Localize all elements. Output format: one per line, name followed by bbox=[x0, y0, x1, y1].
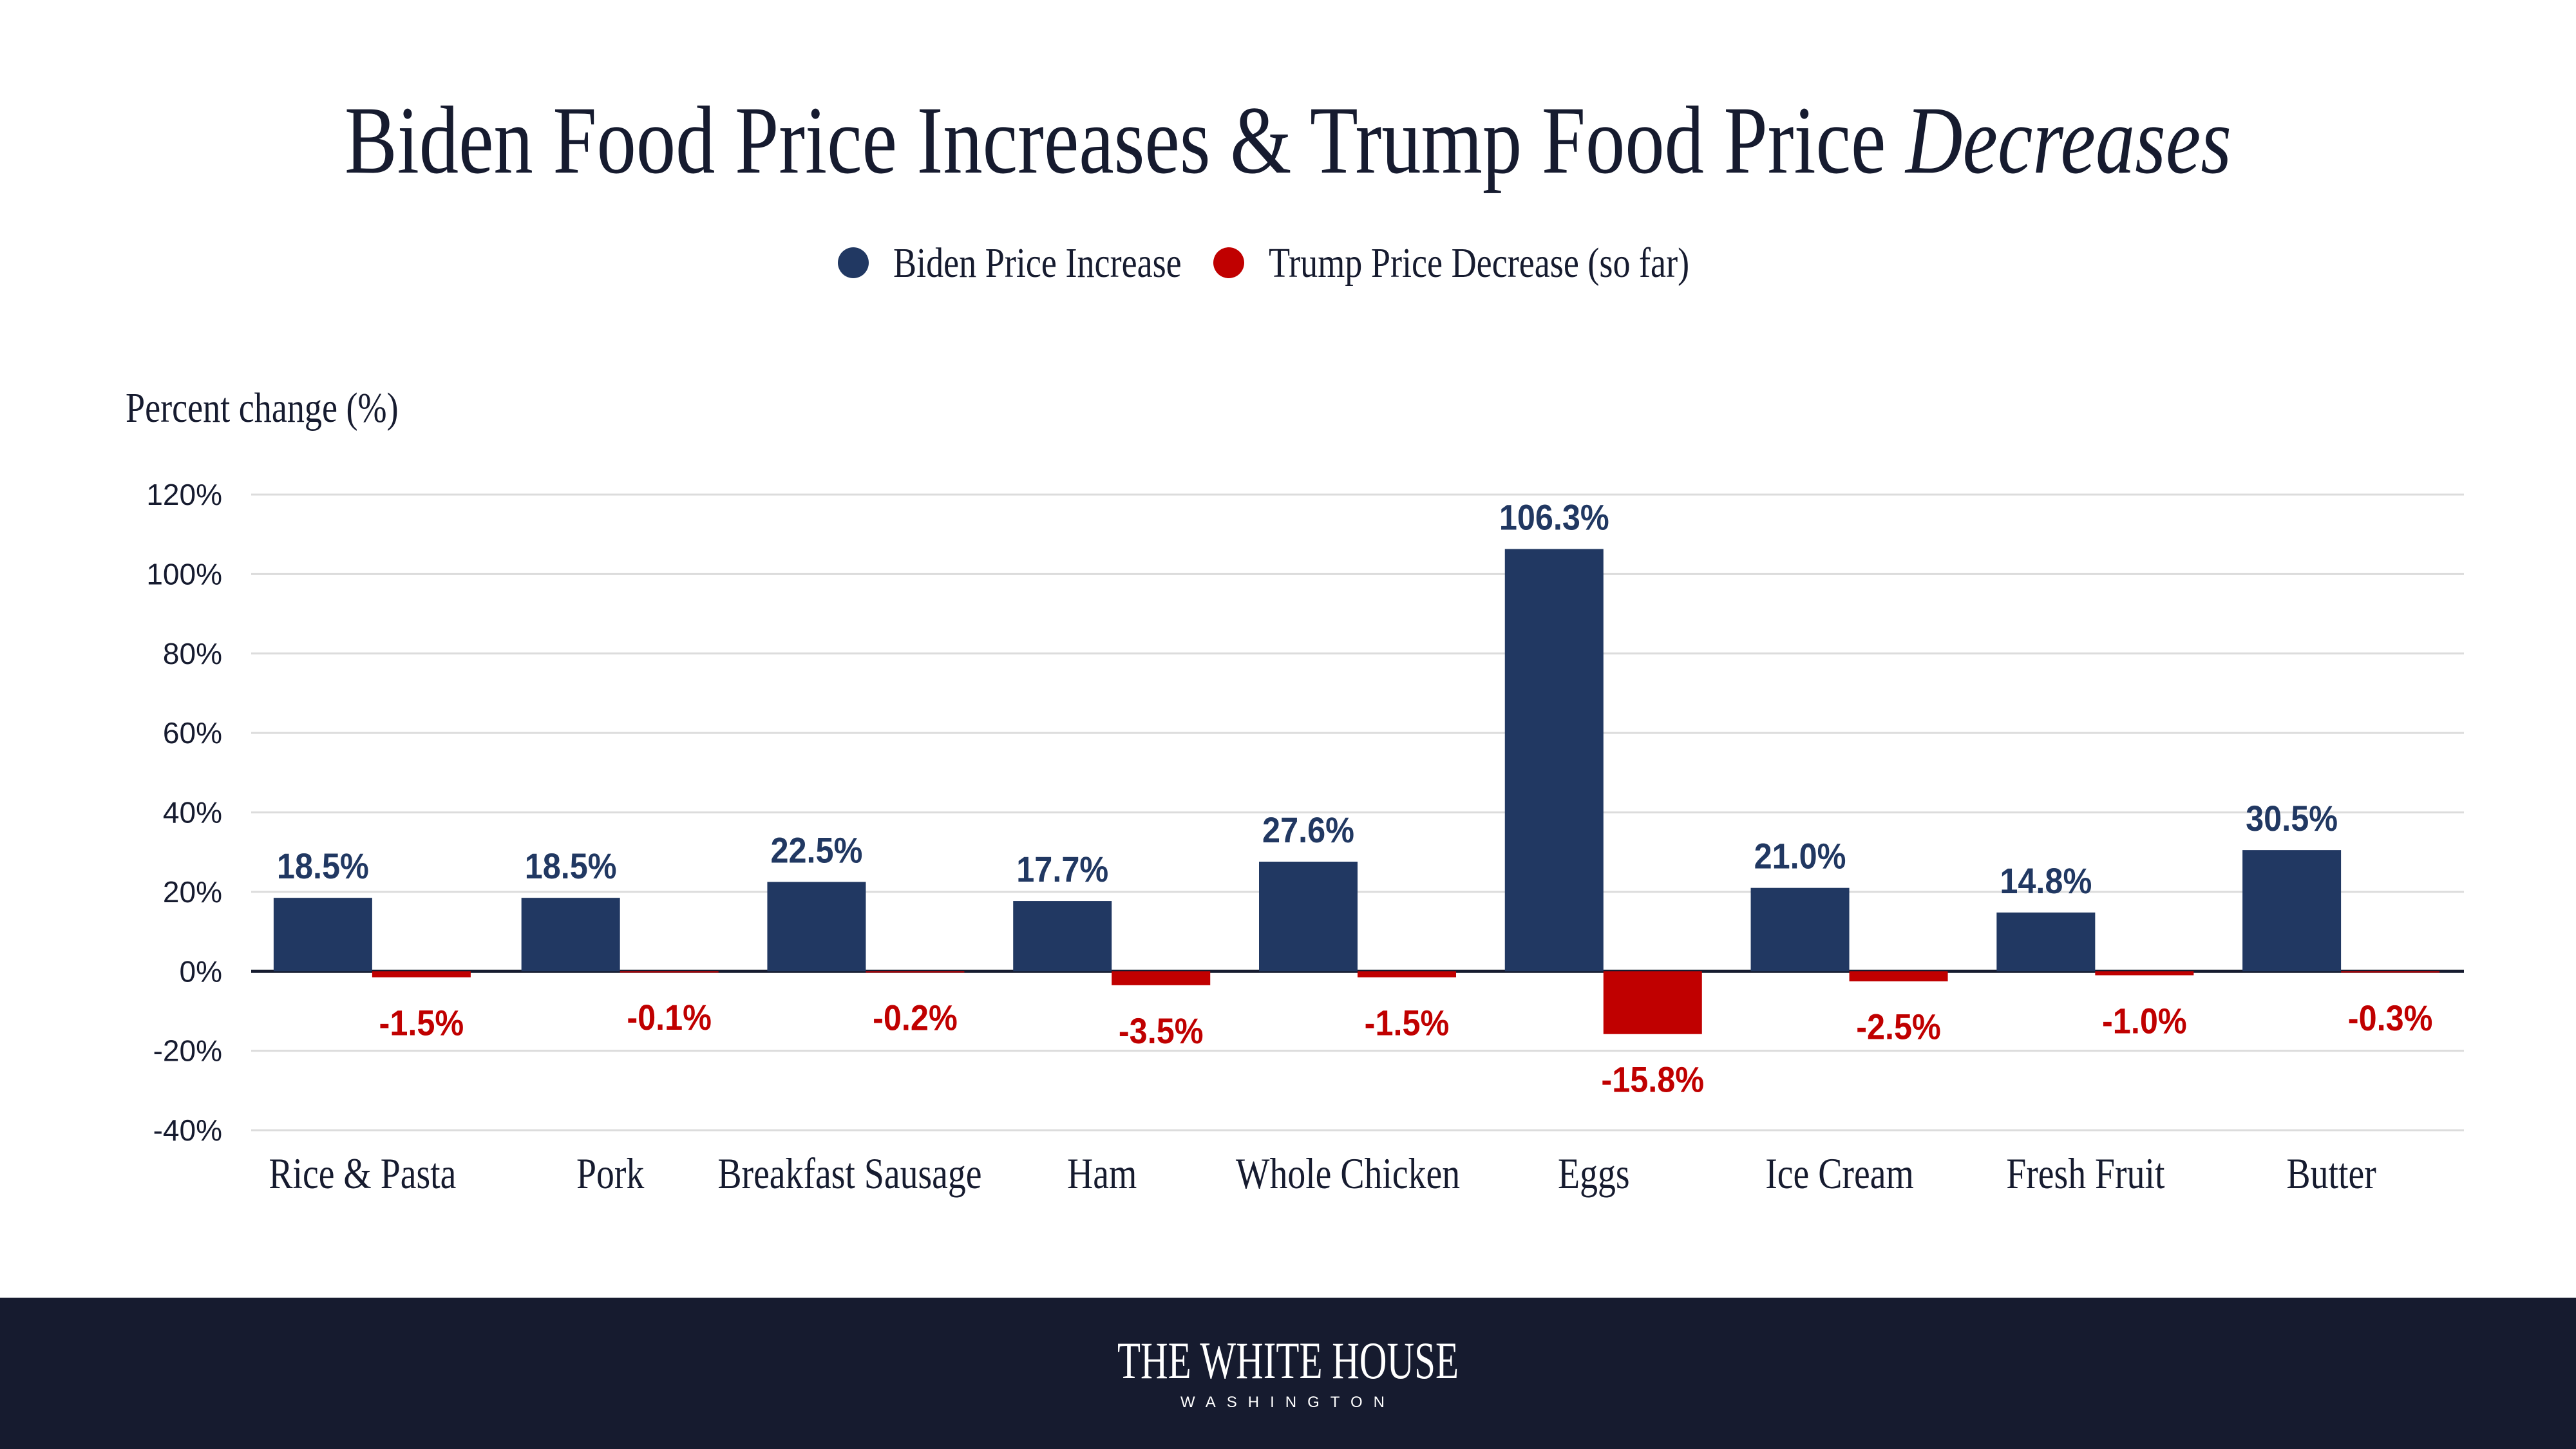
bar-trump bbox=[866, 971, 965, 973]
y-tick-label: 100% bbox=[146, 557, 222, 591]
bar-biden bbox=[767, 882, 866, 972]
legend-label: Biden Price Increase bbox=[893, 240, 1182, 287]
legend: Biden Price Increase Trump Price Decrease… bbox=[838, 240, 1689, 287]
data-label-trump: -3.5% bbox=[1119, 1011, 1204, 1051]
data-label-biden: 106.3% bbox=[1499, 498, 1609, 538]
data-label-trump: -1.5% bbox=[379, 1003, 464, 1043]
data-label-biden: 21.0% bbox=[1754, 837, 1846, 876]
x-tick-label: Pork bbox=[576, 1150, 645, 1198]
x-tick-label: Ice Cream bbox=[1765, 1150, 1914, 1198]
data-label-biden: 18.5% bbox=[277, 847, 369, 887]
y-tick-label: 20% bbox=[163, 875, 222, 909]
bar-trump bbox=[372, 971, 471, 978]
data-label-trump: -0.2% bbox=[873, 998, 958, 1038]
bar-biden bbox=[521, 898, 620, 972]
legend-marker bbox=[838, 247, 869, 278]
y-axis-label: Percent change (%) bbox=[126, 384, 399, 431]
y-tick-label: -20% bbox=[153, 1034, 222, 1068]
data-label-biden: 18.5% bbox=[525, 847, 617, 887]
bar-biden bbox=[1504, 549, 1604, 972]
bar-biden bbox=[1013, 901, 1112, 972]
x-tick-label: Butter bbox=[2286, 1150, 2376, 1198]
bar-biden bbox=[1259, 861, 1358, 972]
data-label-biden: 17.7% bbox=[1016, 850, 1108, 890]
bar-biden bbox=[273, 898, 372, 972]
y-tick-label: 40% bbox=[163, 796, 222, 829]
bar-trump bbox=[1849, 971, 1948, 981]
bar-trump bbox=[2341, 971, 2440, 973]
chart-title-italic: Decreases bbox=[1904, 87, 2231, 194]
data-label-biden: 27.6% bbox=[1262, 811, 1354, 851]
footer bbox=[0, 1298, 2576, 1449]
data-label-trump: -1.5% bbox=[1365, 1003, 1450, 1043]
y-tick-label: 80% bbox=[163, 637, 222, 670]
x-tick-label: Breakfast Sausage bbox=[717, 1150, 981, 1198]
data-label-trump: -15.8% bbox=[1601, 1060, 1704, 1100]
x-tick-label: Fresh Fruit bbox=[2006, 1150, 2164, 1198]
bar-trump bbox=[1603, 971, 1702, 1034]
y-tick-label: 0% bbox=[180, 954, 222, 988]
legend-marker bbox=[1213, 247, 1244, 278]
logo-text: THE WHITE HOUSE bbox=[1117, 1331, 1459, 1390]
bar-biden bbox=[1750, 887, 1850, 972]
y-tick-label: 60% bbox=[163, 716, 222, 750]
bar-trump bbox=[2095, 971, 2194, 976]
chart-title: Biden Food Price Increases & Trump Food … bbox=[345, 87, 2231, 194]
legend-label: Trump Price Decrease (so far) bbox=[1269, 240, 1689, 287]
bar-trump bbox=[1358, 971, 1456, 978]
data-label-trump: -1.0% bbox=[2102, 1001, 2187, 1041]
data-label-trump: -0.3% bbox=[2348, 999, 2433, 1039]
x-tick-label: Ham bbox=[1067, 1150, 1137, 1198]
data-label-trump: -0.1% bbox=[627, 998, 712, 1037]
x-tick-label: Rice & Pasta bbox=[269, 1150, 456, 1198]
bar-trump bbox=[620, 971, 719, 973]
y-tick-label: -40% bbox=[153, 1113, 222, 1147]
x-tick-label: Eggs bbox=[1558, 1150, 1630, 1198]
bar-trump bbox=[1112, 971, 1211, 985]
y-tick-label: 120% bbox=[146, 478, 222, 511]
logo-subtext: WASHINGTON bbox=[1180, 1394, 1396, 1411]
x-tick-label: Whole Chicken bbox=[1236, 1150, 1460, 1198]
data-label-biden: 14.8% bbox=[2000, 862, 2092, 902]
data-label-biden: 22.5% bbox=[770, 831, 862, 871]
data-label-biden: 30.5% bbox=[2246, 799, 2338, 839]
bar-biden bbox=[1996, 912, 2096, 972]
chart-title-main: Biden Food Price Increases & Trump Food … bbox=[345, 87, 1886, 194]
data-label-trump: -2.5% bbox=[1856, 1007, 1941, 1047]
white-house-logo: THE WHITE HOUSE WASHINGTON bbox=[1117, 1331, 1459, 1411]
bar-biden bbox=[2242, 850, 2342, 972]
